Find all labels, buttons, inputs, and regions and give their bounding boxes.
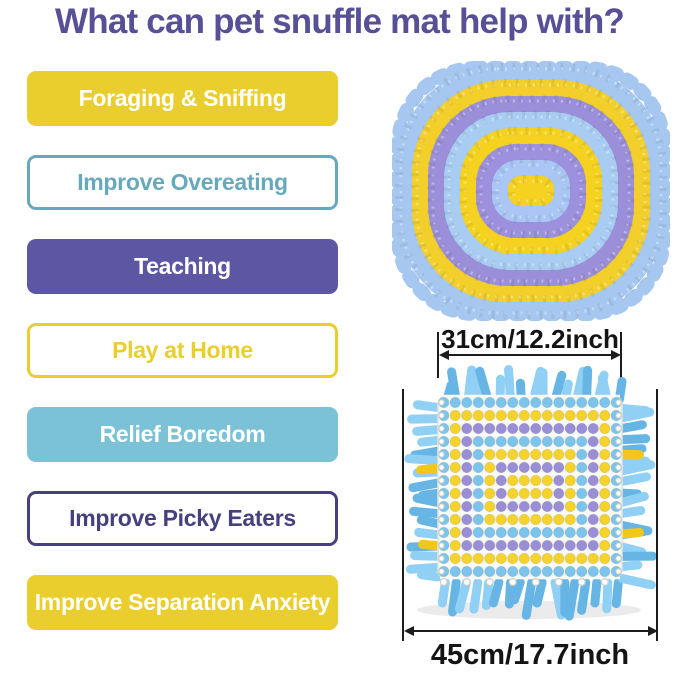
benefit-relief-boredom: Relief Boredom xyxy=(27,407,338,462)
benefit-teaching: Teaching xyxy=(27,239,338,294)
arrowhead-left-icon xyxy=(439,350,449,360)
outer-width-extent-right xyxy=(656,389,658,641)
snuffle-mat-photo-top-view xyxy=(392,61,670,321)
benefit-label: Improve Separation Anxiety xyxy=(34,589,331,615)
benefit-improve-picky-eaters: Improve Picky Eaters xyxy=(27,491,338,546)
benefit-label: Improve Overeating xyxy=(77,169,288,195)
arrow-line xyxy=(449,354,611,356)
benefit-label: Play at Home xyxy=(112,337,253,363)
arrowhead-right-icon xyxy=(611,350,621,360)
arrowhead-right-icon xyxy=(648,626,658,636)
benefit-label: Relief Boredom xyxy=(99,421,266,447)
inner-width-tick-left xyxy=(437,332,439,378)
benefit-play-at-home: Play at Home xyxy=(27,323,338,378)
arrowhead-left-icon xyxy=(404,626,414,636)
inner-width-dimension-label: 31cm/12.2inch xyxy=(441,324,619,354)
outer-width-arrow xyxy=(404,625,658,637)
benefit-label: Improve Picky Eaters xyxy=(69,505,296,531)
benefit-improve-overeating: Improve Overeating xyxy=(27,155,338,210)
benefit-improve-separation-anxiety: Improve Separation Anxiety xyxy=(27,575,338,630)
benefit-label: Foraging & Sniffing xyxy=(78,85,287,111)
outer-width-dimension-label: 45cm/17.7inch xyxy=(430,639,630,671)
benefits-list: Foraging & Sniffing Improve Overeating T… xyxy=(27,71,338,630)
outer-width-extent-left xyxy=(402,389,404,641)
benefit-foraging-sniffing: Foraging & Sniffing xyxy=(27,71,338,126)
arrow-line xyxy=(414,630,648,632)
inner-width-tick-right xyxy=(620,332,622,378)
snuffle-mat-photo-back-view xyxy=(404,365,658,621)
benefit-label: Teaching xyxy=(134,253,231,279)
page-title: What can pet snuffle mat help with? xyxy=(55,2,625,41)
inner-width-arrow xyxy=(439,349,621,361)
